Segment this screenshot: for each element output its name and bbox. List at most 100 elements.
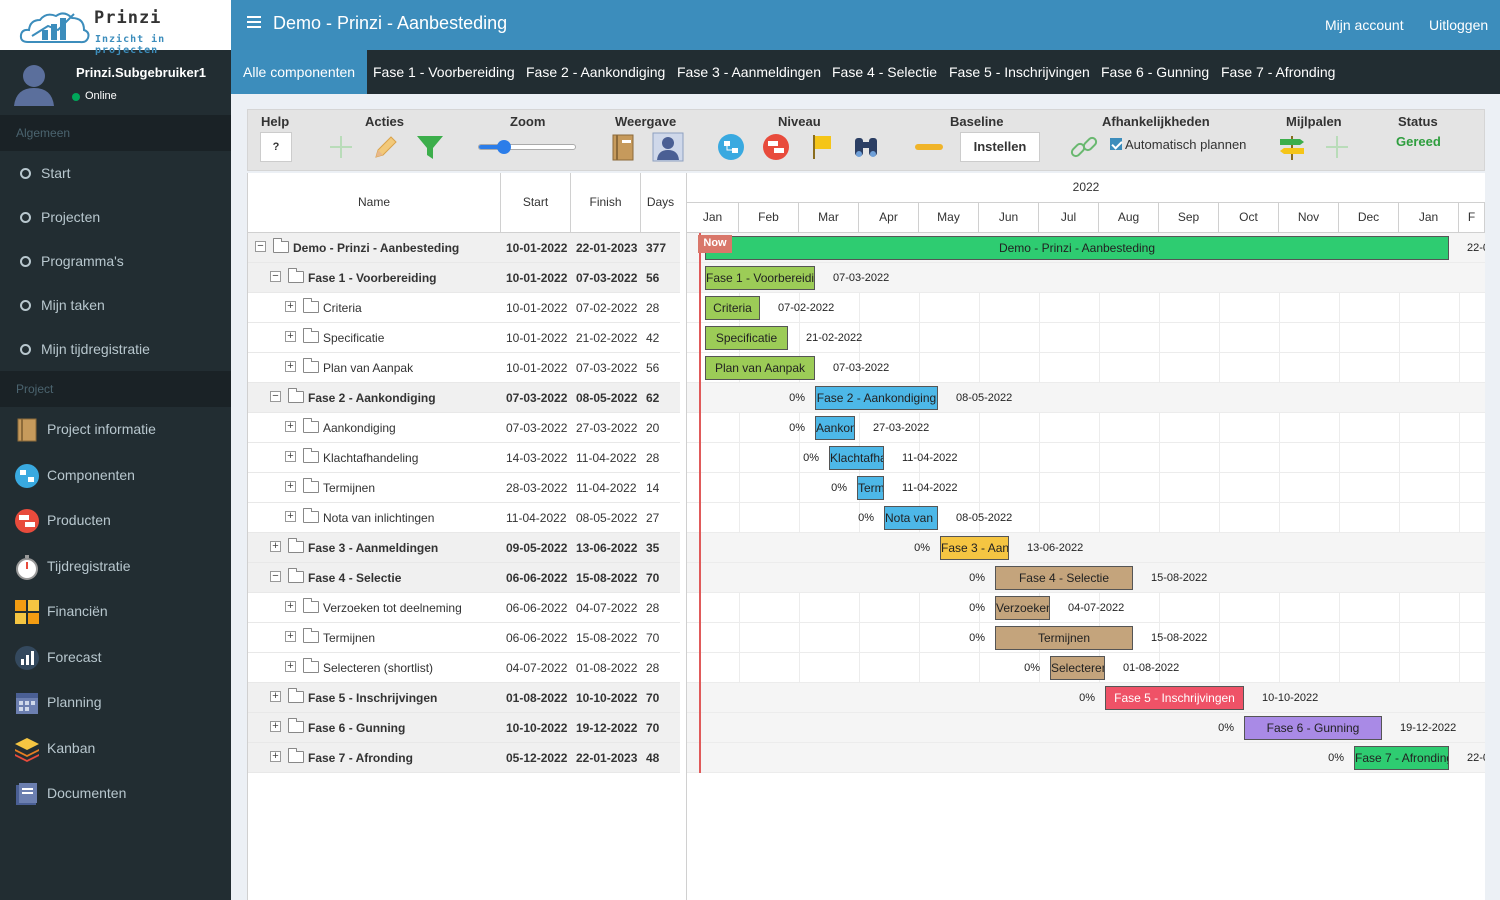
- table-row[interactable]: + Fase 7 - Afronding 05-12-2022 22-01-2023 4…: [248, 743, 680, 773]
- table-row[interactable]: + Fase 5 - Inschrijvingen 01-08-2022 10-10-…: [248, 683, 680, 713]
- table-row[interactable]: + Aankondiging 07-03-2022 27-03-2022 20: [248, 413, 680, 443]
- tab-fase-3-aanmeldingen[interactable]: Fase 3 - Aanmeldingen: [677, 64, 821, 80]
- tab-fase-2-aankondiging[interactable]: Fase 2 - Aankondiging: [526, 64, 666, 80]
- gantt-bar[interactable]: Termijnen: [995, 626, 1133, 650]
- gantt-bar[interactable]: Fase 1 - Voorbereiding: [705, 266, 815, 290]
- notebook-view-icon[interactable]: [607, 132, 639, 162]
- expand-toggle-icon[interactable]: +: [285, 451, 296, 462]
- tab-fase-6-gunning[interactable]: Fase 6 - Gunning: [1101, 64, 1210, 80]
- expand-toggle-icon[interactable]: +: [270, 721, 281, 732]
- sidebar-item-mijn-taken[interactable]: Mijn taken: [0, 283, 231, 327]
- collapse-toggle-icon[interactable]: −: [270, 391, 281, 402]
- filter-funnel-icon[interactable]: [414, 132, 446, 162]
- expand-toggle-icon[interactable]: +: [285, 511, 296, 522]
- gantt-bar[interactable]: Fase 3 - Aanmeldingen: [940, 536, 1009, 560]
- table-row[interactable]: + Specificatie 10-01-2022 21-02-2022 42: [248, 323, 680, 353]
- resource-view-icon[interactable]: [652, 132, 684, 162]
- expand-toggle-icon[interactable]: +: [285, 421, 296, 432]
- zoom-slider[interactable]: [478, 140, 576, 154]
- baseline-bar-icon[interactable]: [913, 132, 945, 162]
- expand-toggle-icon[interactable]: +: [270, 691, 281, 702]
- collapse-toggle-icon[interactable]: −: [270, 271, 281, 282]
- gantt-bar[interactable]: Aankondiging: [815, 416, 855, 440]
- checkbox-checked-icon[interactable]: [1110, 138, 1122, 150]
- tab-fase-7-afronding[interactable]: Fase 7 - Afronding: [1221, 64, 1336, 80]
- auto-plan-checkbox[interactable]: Automatisch plannen: [1110, 137, 1246, 152]
- table-row[interactable]: − Fase 1 - Voorbereiding 10-01-2022 07-03-2…: [248, 263, 680, 293]
- binoculars-icon[interactable]: [850, 132, 882, 162]
- table-row[interactable]: + Criteria 10-01-2022 07-02-2022 28: [248, 293, 680, 323]
- milestone-flag-icon[interactable]: [805, 132, 837, 162]
- expand-toggle-icon[interactable]: +: [285, 631, 296, 642]
- my-account-link[interactable]: Mijn account: [1325, 17, 1404, 33]
- sidebar-item-componenten[interactable]: Componenten: [0, 453, 231, 499]
- table-row[interactable]: + Termijnen 06-06-2022 15-08-2022 70: [248, 623, 680, 653]
- expand-toggle-icon[interactable]: +: [270, 751, 281, 762]
- help-button[interactable]: ?: [260, 132, 292, 162]
- expand-toggle-icon[interactable]: +: [285, 661, 296, 672]
- instellen-button[interactable]: Instellen: [960, 132, 1040, 162]
- sidebar-item-planning[interactable]: Planning: [0, 680, 231, 726]
- gantt-bar[interactable]: Fase 2 - Aankondiging: [815, 386, 938, 410]
- col-header-days[interactable]: Days: [641, 173, 680, 233]
- expand-toggle-icon[interactable]: +: [285, 331, 296, 342]
- expand-toggle-icon[interactable]: +: [285, 601, 296, 612]
- sidebar-item-financi-n[interactable]: Financiën: [0, 589, 231, 635]
- logo[interactable]: Prinzi Inzicht in projecten: [0, 0, 231, 56]
- tab-fase-4-selectie[interactable]: Fase 4 - Selectie: [832, 64, 938, 80]
- chain-link-icon[interactable]: [1068, 132, 1100, 162]
- expand-toggle-icon[interactable]: +: [285, 301, 296, 312]
- gantt-bar[interactable]: Fase 4 - Selectie: [995, 566, 1133, 590]
- add-milestone-icon[interactable]: [1321, 132, 1353, 162]
- sidebar-item-projecten[interactable]: Projecten: [0, 195, 231, 239]
- col-header-start[interactable]: Start: [501, 173, 571, 233]
- gantt-bar[interactable]: Termijnen: [857, 476, 884, 500]
- gantt-bar[interactable]: Specificatie: [705, 326, 788, 350]
- table-row[interactable]: + Termijnen 28-03-2022 11-04-2022 14: [248, 473, 680, 503]
- tab-alle-componenten[interactable]: Alle componenten: [231, 50, 368, 94]
- sidebar-item-documenten[interactable]: Documenten: [0, 771, 231, 817]
- tab-fase-1-voorbereiding[interactable]: Fase 1 - Voorbereiding: [373, 64, 515, 80]
- gantt-bar[interactable]: Criteria: [705, 296, 760, 320]
- gantt-bar[interactable]: Fase 5 - Inschrijvingen: [1105, 686, 1244, 710]
- gantt-bar[interactable]: Fase 7 - Afronding: [1354, 746, 1449, 770]
- sidebar-item-start[interactable]: Start: [0, 151, 231, 195]
- table-row[interactable]: + Nota van inlichtingen 11-04-2022 08-05-20…: [248, 503, 680, 533]
- table-row[interactable]: + Plan van Aanpak 10-01-2022 07-03-2022 56: [248, 353, 680, 383]
- gantt-bar[interactable]: Klachtafhandeling: [829, 446, 884, 470]
- table-row[interactable]: + Selecteren (shortlist) 04-07-2022 01-08-2…: [248, 653, 680, 683]
- gantt-bar[interactable]: Fase 6 - Gunning: [1244, 716, 1382, 740]
- gantt-bar[interactable]: Demo - Prinzi - Aanbesteding: [705, 236, 1449, 260]
- expand-toggle-icon[interactable]: +: [285, 361, 296, 372]
- table-row[interactable]: + Klachtafhandeling 14-03-2022 11-04-2022 28: [248, 443, 680, 473]
- collapse-toggle-icon[interactable]: −: [270, 571, 281, 582]
- hamburger-menu-icon[interactable]: [247, 16, 261, 28]
- col-header-finish[interactable]: Finish: [571, 173, 641, 233]
- gantt-bar[interactable]: Verzoeken tot deelneming: [995, 596, 1050, 620]
- components-level-icon[interactable]: [715, 132, 747, 162]
- table-row[interactable]: − Fase 4 - Selectie 06-06-2022 15-08-2022 70: [248, 563, 680, 593]
- zoom-slider-handle[interactable]: [497, 140, 511, 154]
- edit-pencil-icon[interactable]: [369, 132, 401, 162]
- gantt-bar[interactable]: Nota van inlichtingen: [884, 506, 938, 530]
- table-row[interactable]: + Fase 3 - Aanmeldingen 09-05-2022 13-06-20…: [248, 533, 680, 563]
- tab-fase-5-inschrijvingen[interactable]: Fase 5 - Inschrijvingen: [949, 64, 1090, 80]
- gantt-bar[interactable]: Plan van Aanpak: [705, 356, 815, 380]
- expand-toggle-icon[interactable]: +: [285, 481, 296, 492]
- sidebar-item-programma-s[interactable]: Programma's: [0, 239, 231, 283]
- products-level-icon[interactable]: [760, 132, 792, 162]
- table-row[interactable]: − Demo - Prinzi - Aanbesteding 10-01-2022 2…: [248, 233, 680, 263]
- sidebar-item-kanban[interactable]: Kanban: [0, 726, 231, 772]
- gantt-bar[interactable]: Selecteren (shortlist): [1050, 656, 1105, 680]
- collapse-toggle-icon[interactable]: −: [255, 241, 266, 252]
- sidebar-item-producten[interactable]: Producten: [0, 498, 231, 544]
- signpost-icon[interactable]: [1276, 132, 1308, 162]
- table-row[interactable]: − Fase 2 - Aankondiging 07-03-2022 08-05-20…: [248, 383, 680, 413]
- sidebar-item-tijdregistratie[interactable]: Tijdregistratie: [0, 544, 231, 590]
- add-icon[interactable]: [325, 132, 357, 162]
- sidebar-item-forecast[interactable]: Forecast: [0, 635, 231, 681]
- table-row[interactable]: + Verzoeken tot deelneming 06-06-2022 04-07…: [248, 593, 680, 623]
- sidebar-item-mijn-tijdregistratie[interactable]: Mijn tijdregistratie: [0, 327, 231, 371]
- sidebar-item-project-informatie[interactable]: Project informatie: [0, 407, 231, 453]
- table-row[interactable]: + Fase 6 - Gunning 10-10-2022 19-12-2022 70: [248, 713, 680, 743]
